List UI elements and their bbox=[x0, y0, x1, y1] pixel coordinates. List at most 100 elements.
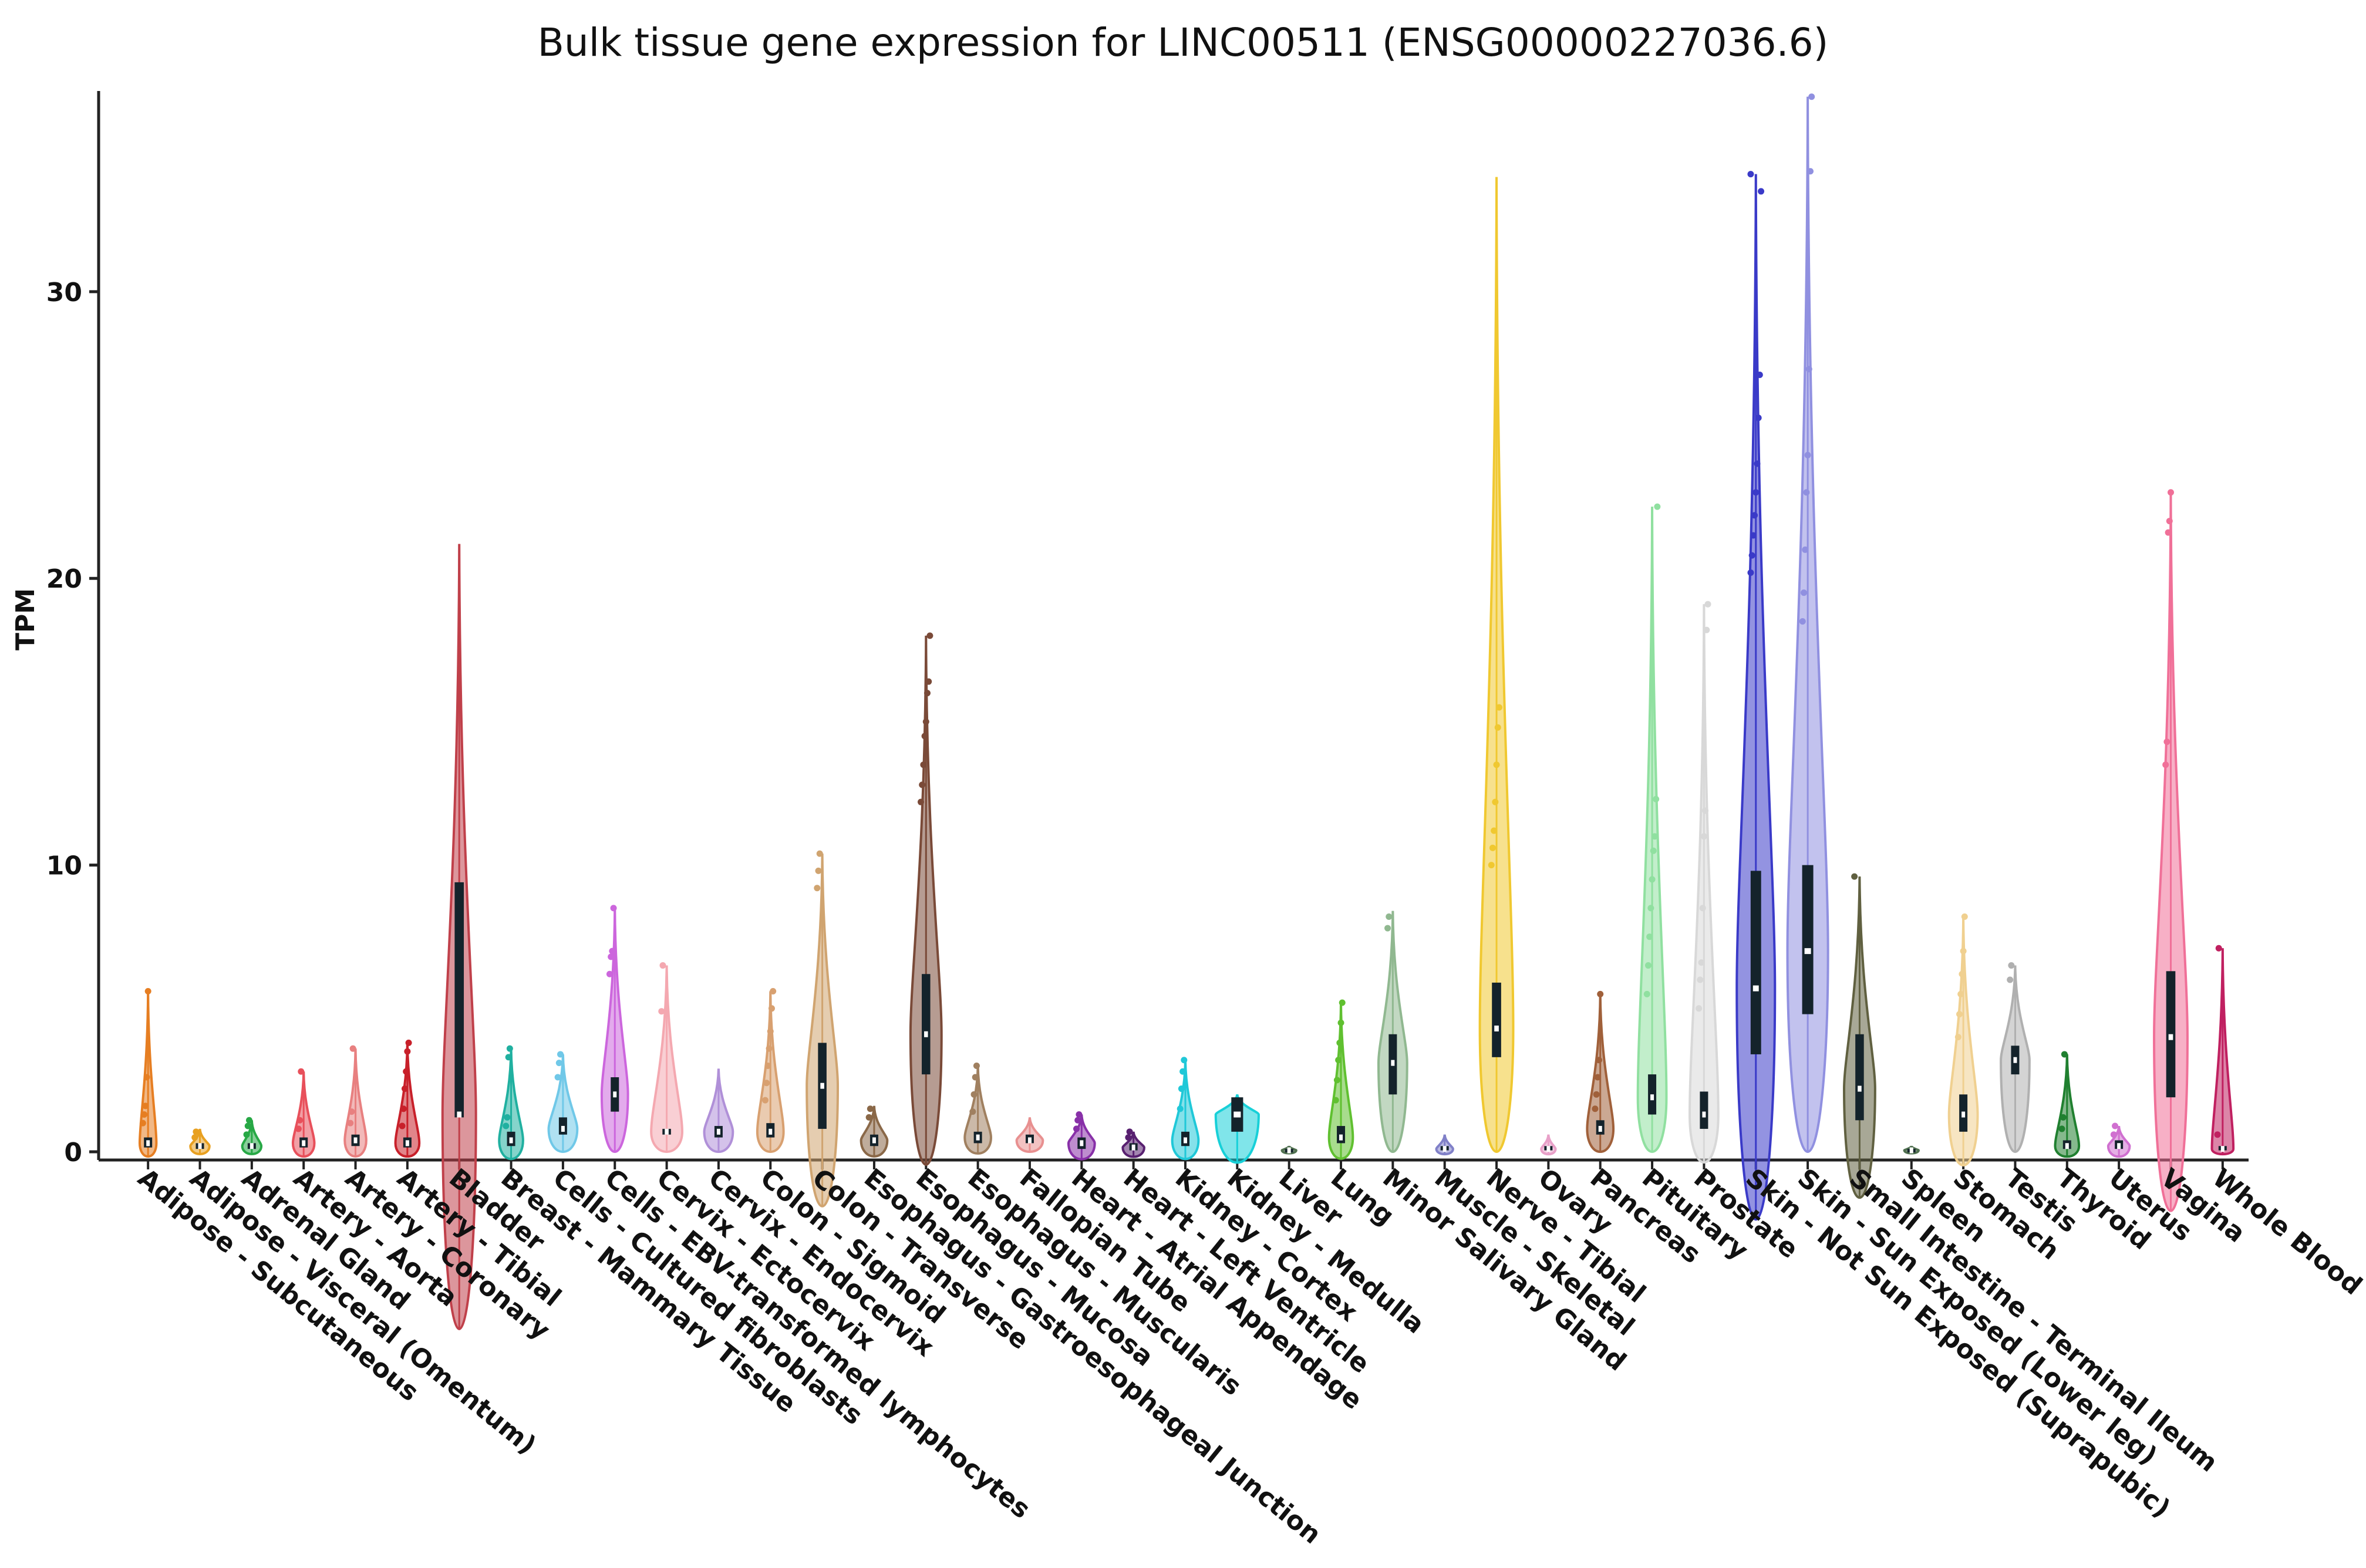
violin-22 bbox=[1214, 1094, 1260, 1164]
x-axis bbox=[99, 1158, 2249, 1169]
violin-38 bbox=[2054, 1051, 2081, 1158]
outlier-point bbox=[1702, 807, 1709, 814]
violin-17 bbox=[963, 1062, 992, 1155]
outlier-point bbox=[2007, 976, 2014, 983]
median-marker bbox=[2220, 1146, 2225, 1152]
median-marker bbox=[872, 1137, 876, 1144]
outlier-point bbox=[1594, 1074, 1601, 1081]
outlier-point bbox=[1494, 724, 1501, 731]
outlier-point bbox=[193, 1128, 200, 1135]
outlier-point bbox=[1179, 1068, 1187, 1075]
outlier-point bbox=[1803, 489, 1810, 496]
outlier-point bbox=[1492, 798, 1499, 805]
median-marker bbox=[2013, 1057, 2017, 1063]
outlier-point bbox=[1126, 1128, 1133, 1135]
median-marker bbox=[1752, 985, 1759, 992]
outlier-point bbox=[1802, 546, 1809, 553]
median-marker bbox=[198, 1143, 202, 1149]
outlier-point bbox=[659, 962, 666, 969]
outlier-point bbox=[610, 905, 617, 912]
outlier-point bbox=[1698, 959, 1705, 966]
violin-20 bbox=[1121, 1128, 1145, 1158]
outlier-point bbox=[1961, 913, 1968, 920]
outlier-point bbox=[400, 1105, 407, 1112]
violin-19 bbox=[1067, 1111, 1096, 1161]
outlier-point bbox=[770, 988, 777, 995]
outlier-point bbox=[1750, 532, 1757, 539]
outlier-point bbox=[1493, 761, 1500, 768]
violin-8 bbox=[498, 1045, 524, 1161]
outlier-point bbox=[816, 850, 823, 857]
y-tick-label: 20 bbox=[46, 564, 82, 594]
outlier-point bbox=[404, 1048, 411, 1055]
median-marker bbox=[1391, 1060, 1395, 1066]
outlier-point bbox=[815, 867, 822, 874]
outlier-point bbox=[1703, 626, 1710, 633]
median-marker bbox=[1184, 1137, 1187, 1144]
outlier-point bbox=[1337, 1019, 1344, 1026]
outlier-point bbox=[1851, 873, 1858, 880]
outlier-point bbox=[919, 781, 926, 788]
outlier-point bbox=[917, 798, 924, 805]
outlier-point bbox=[1651, 833, 1658, 840]
outlier-point bbox=[1700, 833, 1707, 840]
violin-9 bbox=[547, 1051, 579, 1154]
outlier-point bbox=[608, 953, 615, 960]
outlier-point bbox=[1597, 990, 1604, 997]
chart-title: Bulk tissue gene expression for LINC0051… bbox=[538, 20, 1829, 65]
median-marker bbox=[302, 1140, 306, 1147]
outlier-point bbox=[2061, 1051, 2068, 1058]
iqr-box bbox=[1802, 865, 1814, 1014]
outlier-point bbox=[2215, 945, 2222, 952]
violin-7 bbox=[441, 544, 477, 1330]
outlier-point bbox=[1748, 552, 1755, 559]
violin-30 bbox=[1636, 503, 1668, 1154]
outlier-point bbox=[1649, 876, 1656, 883]
outlier-point bbox=[1339, 999, 1346, 1006]
outlier-point bbox=[1957, 990, 1964, 997]
outlier-point bbox=[1754, 460, 1761, 467]
iqr-box bbox=[1855, 1034, 1864, 1121]
median-marker bbox=[250, 1143, 254, 1149]
median-marker bbox=[769, 1128, 773, 1135]
median-marker bbox=[1339, 1134, 1343, 1141]
outlier-point bbox=[865, 1114, 872, 1121]
outlier-point bbox=[191, 1134, 198, 1141]
outlier-point bbox=[2058, 1125, 2065, 1132]
outlier-point bbox=[1696, 1005, 1703, 1012]
outlier-point bbox=[503, 1122, 510, 1129]
iqr-box bbox=[1700, 1091, 1708, 1129]
outlier-point bbox=[142, 1102, 149, 1110]
median-marker bbox=[509, 1137, 513, 1144]
median-marker bbox=[1650, 1094, 1654, 1101]
violin-24 bbox=[1327, 999, 1354, 1160]
outlier-point bbox=[1177, 1105, 1184, 1112]
violins bbox=[138, 93, 2235, 1330]
outlier-point bbox=[1699, 905, 1706, 912]
outlier-point bbox=[1646, 933, 1653, 940]
outlier-point bbox=[1074, 1117, 1081, 1124]
outlier-point bbox=[2166, 518, 2173, 525]
outlier-point bbox=[2163, 739, 2170, 746]
violin-21 bbox=[1171, 1057, 1200, 1161]
median-marker bbox=[820, 1083, 824, 1089]
outlier-point bbox=[349, 1045, 356, 1052]
outlier-point bbox=[1756, 371, 1763, 378]
outlier-point bbox=[1805, 366, 1812, 373]
median-marker bbox=[1131, 1144, 1135, 1151]
violin-6 bbox=[394, 1039, 421, 1158]
outlier-point bbox=[348, 1108, 355, 1115]
median-marker bbox=[561, 1125, 565, 1132]
outlier-point bbox=[399, 1122, 406, 1129]
outlier-point bbox=[1654, 503, 1661, 510]
outlier-point bbox=[1697, 976, 1704, 983]
outlier-point bbox=[143, 1074, 150, 1081]
outlier-point bbox=[504, 1114, 511, 1121]
outlier-point bbox=[768, 1005, 775, 1012]
violin-26 bbox=[1435, 1134, 1454, 1156]
outlier-point bbox=[1596, 1057, 1603, 1064]
violin-4 bbox=[291, 1068, 316, 1158]
outlier-point bbox=[144, 988, 151, 995]
outlier-point bbox=[606, 970, 613, 977]
